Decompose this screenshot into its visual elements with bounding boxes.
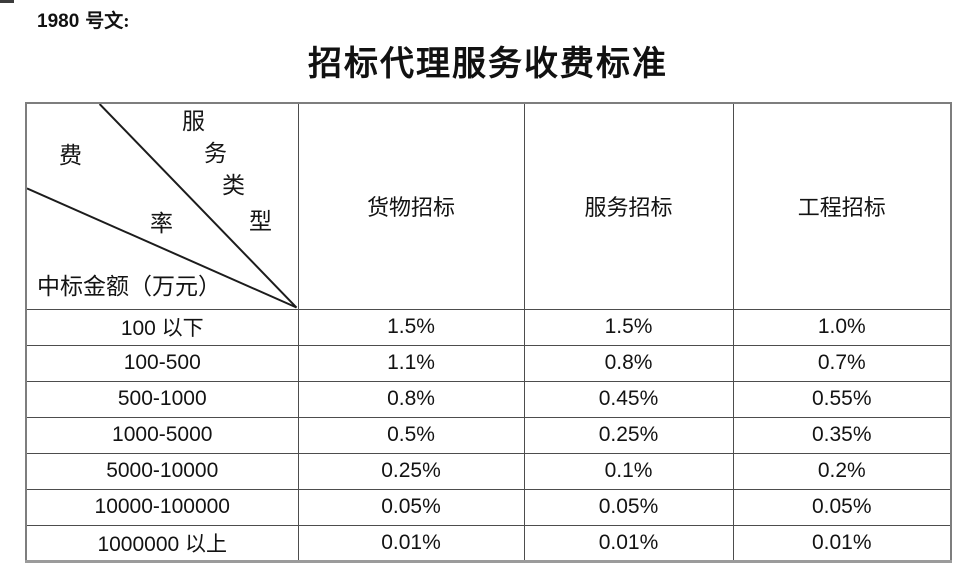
fee-value-cell: 1.5%: [297, 308, 525, 346]
fee-value-cell: 0.05%: [297, 488, 525, 526]
table-row: 10000-100000 0.05% 0.05% 0.05%: [25, 488, 952, 526]
fee-value-cell: 0.35%: [732, 416, 952, 454]
fee-value-cell: 0.25%: [297, 452, 525, 490]
fee-value-cell: 0.05%: [523, 488, 734, 526]
column-header-goods: 货物招标: [297, 102, 525, 310]
diagonal-divider-lines: [27, 104, 297, 308]
row-label: 100 以下: [25, 308, 299, 346]
corner-amount-label: 中标金额（万元）: [37, 274, 221, 299]
fee-value-cell: 0.01%: [523, 524, 734, 562]
document-number-suffix: 号文:: [85, 11, 130, 32]
fee-value-cell: 0.7%: [732, 344, 952, 382]
fee-value-cell: 1.1%: [297, 344, 525, 382]
page-title: 招标代理服务收费标准: [308, 46, 668, 83]
table-row: 100-500 1.1% 0.8% 0.7%: [25, 344, 952, 382]
table-row: 100 以下 1.5% 1.5% 1.0%: [25, 308, 952, 346]
document-number-label: 1980 号文:: [37, 6, 130, 33]
row-label: 1000000 以上: [25, 524, 299, 562]
fee-value-cell: 0.8%: [297, 380, 525, 418]
fee-value-cell: 0.01%: [297, 524, 525, 562]
diagonal-label-char: 率: [150, 211, 173, 236]
row-label: 1000-5000: [25, 416, 299, 454]
row-label: 10000-100000: [25, 488, 299, 526]
diagonal-label-char: 类: [222, 173, 245, 198]
fee-value-cell: 0.8%: [523, 344, 734, 382]
fee-value-cell: 0.55%: [732, 380, 952, 418]
fee-value-cell: 0.1%: [523, 452, 734, 490]
diagonal-label-char: 服: [182, 109, 205, 134]
table-row: 1000-5000 0.5% 0.25% 0.35%: [25, 416, 952, 454]
fee-value-cell: 0.25%: [523, 416, 734, 454]
fee-standard-table: 服 务 类 型 费 率 中标金额（万元） 货物招标 服务招标 工程招标 100 …: [25, 102, 952, 563]
table-row: 5000-10000 0.25% 0.1% 0.2%: [25, 452, 952, 490]
diagonal-label-char: 费: [59, 143, 82, 168]
table-header-row: 服 务 类 型 费 率 中标金额（万元） 货物招标 服务招标 工程招标: [25, 102, 952, 310]
column-header-services: 服务招标: [523, 102, 734, 310]
column-header-engineering: 工程招标: [732, 102, 952, 310]
row-label: 100-500: [25, 344, 299, 382]
fee-value-cell: 0.01%: [732, 524, 952, 562]
table-row: 500-1000 0.8% 0.45% 0.55%: [25, 380, 952, 418]
table-row: 1000000 以上 0.01% 0.01% 0.01%: [25, 524, 952, 562]
fee-value-cell: 0.45%: [523, 380, 734, 418]
diagonal-label-char: 型: [249, 209, 272, 234]
fee-value-cell: 0.05%: [732, 488, 952, 526]
row-label: 5000-10000: [25, 452, 299, 490]
fee-value-cell: 1.0%: [732, 308, 952, 346]
document-number-value: 1980: [37, 11, 80, 32]
row-label: 500-1000: [25, 380, 299, 418]
scan-artifact-mark: [0, 0, 14, 3]
table-corner-cell: 服 务 类 型 费 率 中标金额（万元）: [25, 102, 299, 310]
fee-value-cell: 1.5%: [523, 308, 734, 346]
fee-value-cell: 0.2%: [732, 452, 952, 490]
diagonal-label-char: 务: [204, 141, 227, 166]
fee-value-cell: 0.5%: [297, 416, 525, 454]
